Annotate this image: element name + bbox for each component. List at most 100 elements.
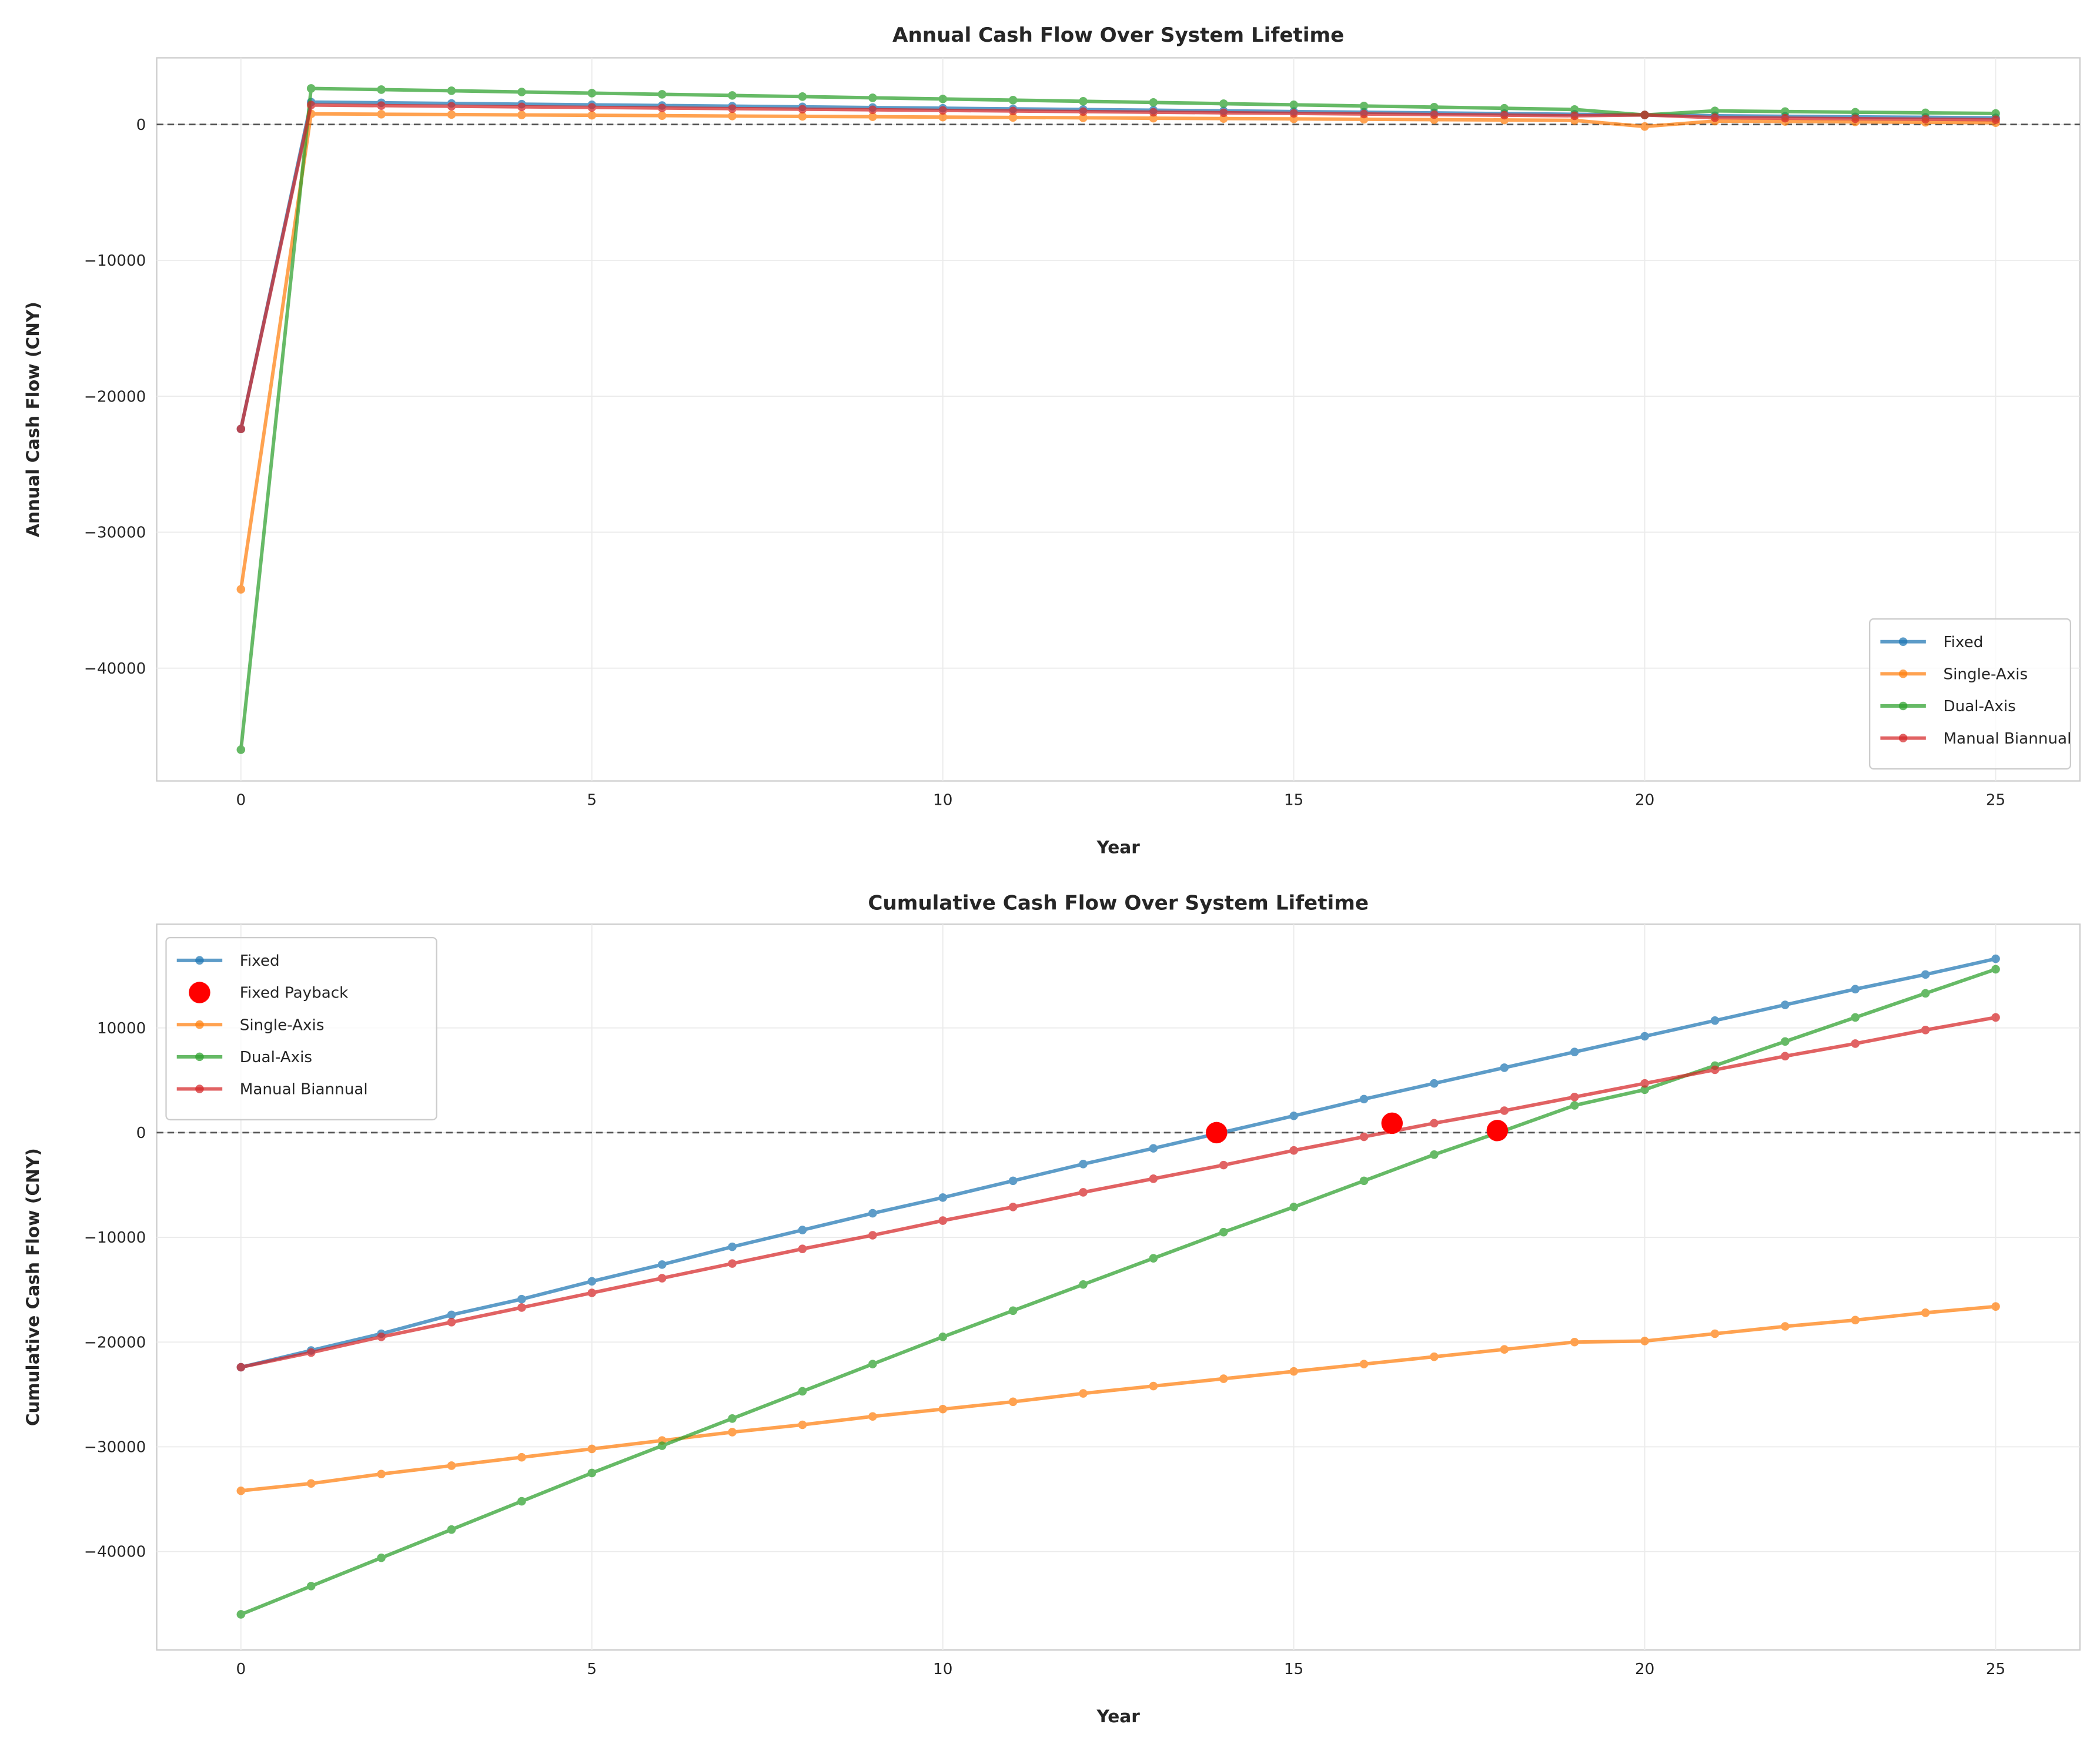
y-tick-label: −20000 (84, 1334, 146, 1351)
data-point (517, 1294, 526, 1304)
data-point (1289, 109, 1298, 118)
legend-box (165, 936, 437, 1121)
data-point (447, 86, 456, 95)
plot-area (156, 57, 2081, 782)
legend-marker (195, 1020, 204, 1029)
legend-marker (1898, 637, 1908, 646)
legend-marker (1898, 701, 1908, 711)
legend: Fixed Fixed Payback Single-Axis Dual-Axis Ma… (165, 936, 437, 1121)
data-point (1219, 108, 1228, 118)
legend-marker (189, 982, 210, 1003)
data-point (657, 1260, 667, 1269)
data-point (1640, 1085, 1649, 1094)
series-line (240, 1304, 1996, 1493)
legend-entry: Fixed (1880, 634, 1983, 651)
legend-label: Manual Biannual (240, 1081, 368, 1099)
chart-title: Annual Cash Flow Over System Lifetime (892, 24, 1344, 47)
series-line (239, 103, 1996, 430)
data-point (798, 92, 807, 101)
legend-entry: Fixed Payback (189, 982, 349, 1003)
data-point (938, 1216, 947, 1225)
data-point (1219, 1374, 1228, 1383)
data-point (517, 102, 526, 112)
data-point (798, 1226, 807, 1234)
data-point (1921, 970, 1930, 979)
data-point (1640, 1079, 1649, 1088)
data-point (517, 111, 526, 119)
data-point (1991, 109, 2000, 118)
data-point (657, 90, 667, 99)
data-point (938, 95, 947, 103)
y-tick-label: −10000 (84, 1229, 146, 1247)
payback-marker (1381, 1112, 1403, 1134)
data-point (1289, 1146, 1298, 1155)
data-point (938, 106, 947, 115)
data-point (377, 1553, 386, 1562)
data-point (236, 585, 246, 594)
data-point (1570, 111, 1579, 120)
data-point (587, 1468, 597, 1478)
data-point (1640, 1032, 1649, 1041)
data-point (1921, 1026, 1930, 1035)
annual-cash-flow-chart: Annual Cash Flow Over System Lifetime Ye… (23, 24, 2081, 858)
legend-label: Fixed (240, 952, 280, 970)
data-point (447, 110, 456, 119)
data-point (306, 101, 316, 109)
data-point (1079, 1160, 1088, 1169)
data-point (377, 1333, 386, 1341)
data-point (1781, 113, 1790, 123)
plot-area (156, 923, 2081, 1651)
data-point (236, 1486, 246, 1495)
data-point (1430, 102, 1439, 112)
data-point (447, 102, 456, 111)
data-point (1149, 1144, 1158, 1153)
data-point (1851, 1039, 1860, 1048)
x-axis-label: Year (1096, 838, 1140, 858)
series-line (240, 957, 1997, 1369)
data-point (587, 1444, 597, 1454)
data-point (728, 1428, 737, 1437)
legend-marker (195, 1084, 204, 1093)
series-dual-axis (236, 84, 2000, 754)
data-point (1008, 1176, 1018, 1186)
legend-label: Dual-Axis (1943, 698, 2015, 715)
data-point (1781, 1322, 1790, 1331)
data-point (587, 1277, 597, 1286)
x-tick-label: 0 (236, 792, 246, 809)
data-point (657, 1441, 667, 1450)
y-axis-label: Cumulative Cash Flow (CNY) (23, 1148, 43, 1426)
data-point (1991, 954, 2000, 963)
data-point (657, 1274, 667, 1283)
data-point (728, 104, 737, 113)
series-single-axis (236, 1302, 2000, 1495)
data-point (1710, 113, 1720, 122)
data-point (377, 1469, 386, 1479)
data-point (1149, 108, 1158, 117)
data-point (1710, 106, 1720, 115)
x-tick-label: 5 (587, 1661, 597, 1678)
data-point (517, 88, 526, 96)
legend-marker (195, 956, 204, 965)
legend-label: Manual Biannual (1943, 730, 2071, 748)
data-point (728, 112, 737, 120)
series-manual-biannual (236, 1013, 2000, 1372)
data-point (306, 1582, 316, 1591)
data-point (1710, 1065, 1720, 1074)
data-point (517, 1452, 526, 1462)
data-point (1219, 1160, 1228, 1170)
data-point (1991, 965, 2000, 974)
data-point (236, 1610, 246, 1619)
data-point (1149, 1174, 1158, 1183)
data-point (1079, 1188, 1088, 1197)
data-point (517, 1497, 526, 1506)
data-point (306, 1479, 316, 1488)
data-point (1851, 985, 1860, 994)
series-line (239, 86, 1996, 750)
data-point (938, 1333, 947, 1341)
data-point (728, 1414, 737, 1423)
data-point (1500, 1063, 1509, 1072)
legend-entry: Single-Axis (176, 1016, 324, 1034)
payback-marker (1206, 1122, 1228, 1144)
data-point (1289, 1367, 1298, 1376)
legend-entry: Manual Biannual (176, 1081, 368, 1099)
